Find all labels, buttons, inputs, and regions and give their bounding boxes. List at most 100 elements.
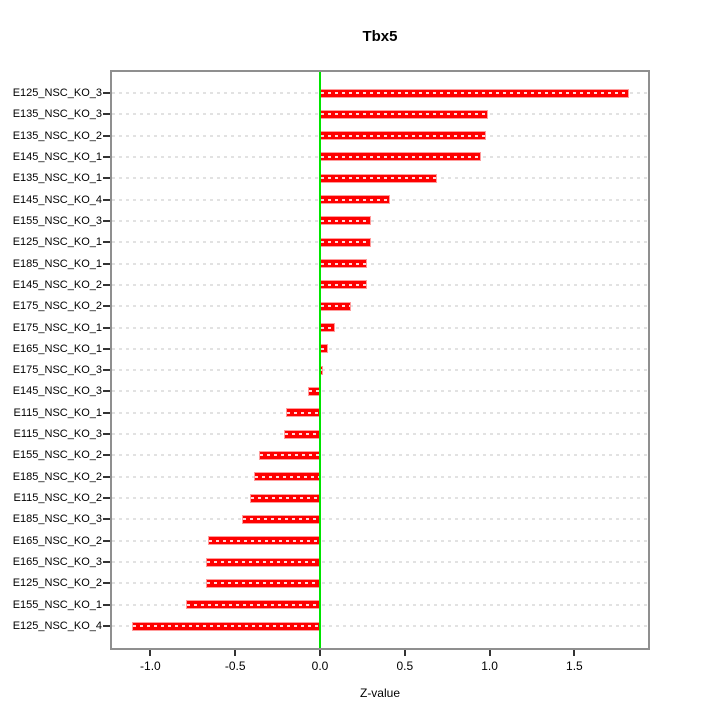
gridline	[112, 262, 648, 265]
y-axis-tick	[103, 219, 110, 222]
y-axis-label: E125_NSC_KO_2	[12, 577, 102, 590]
x-axis-tick	[573, 650, 576, 656]
gridline	[112, 411, 648, 414]
y-axis-tick	[103, 603, 110, 606]
y-axis-label: E145_NSC_KO_2	[12, 278, 102, 291]
y-axis-label: E125_NSC_KO_4	[12, 620, 102, 632]
y-axis-tick	[103, 625, 110, 627]
bar-dash-overlay	[321, 155, 481, 158]
bar-dash-overlay	[285, 433, 319, 436]
bar	[320, 259, 368, 269]
y-axis-tick	[103, 113, 110, 116]
y-axis-tick	[103, 347, 110, 350]
bar-dash-overlay	[309, 390, 319, 393]
y-axis-tick	[103, 305, 110, 308]
x-axis-title: Z-value	[359, 686, 400, 700]
gridline	[112, 241, 648, 244]
gridline	[112, 603, 648, 606]
bar	[186, 600, 320, 610]
gridline	[112, 625, 648, 627]
y-axis-label: E125_NSC_KO_3	[12, 87, 102, 99]
bar-dash-overlay	[259, 454, 319, 457]
bar-dash-overlay	[321, 177, 437, 180]
y-axis-tick	[103, 475, 110, 478]
y-axis-label: E165_NSC_KO_3	[12, 556, 102, 569]
bar-dash-overlay	[207, 561, 319, 564]
x-axis-tick	[488, 650, 491, 656]
y-axis-label: E115_NSC_KO_3	[13, 428, 102, 441]
y-axis-label: E175_NSC_KO_1	[12, 321, 102, 334]
y-axis-tick	[103, 433, 110, 436]
y-axis-tick	[103, 561, 110, 564]
y-axis-tick	[103, 198, 110, 201]
gridline	[112, 326, 648, 329]
bar-dash-overlay	[132, 625, 319, 627]
y-axis-tick	[103, 262, 110, 265]
x-axis-tick	[403, 650, 406, 656]
y-axis-tick	[103, 497, 110, 500]
y-axis-tick	[103, 326, 110, 329]
gridline	[112, 433, 648, 436]
y-axis-label: E165_NSC_KO_2	[12, 534, 102, 547]
bar	[320, 301, 351, 311]
y-axis-tick	[103, 454, 110, 457]
gridline	[112, 582, 648, 585]
y-axis-label: E135_NSC_KO_1	[12, 172, 102, 185]
bar	[284, 429, 320, 439]
bar	[206, 578, 320, 588]
x-axis-tick	[234, 650, 237, 656]
bar-dash-overlay	[187, 603, 319, 606]
bar-dash-overlay	[321, 305, 350, 308]
plot-area: Z-value E125_NSC_KO_3 E135_NSC_KO_3 E135_N…	[13, 70, 650, 700]
y-axis-label: E155_NSC_KO_3	[12, 214, 102, 227]
bar	[286, 408, 320, 418]
bar	[320, 109, 488, 119]
gridline	[112, 283, 648, 286]
x-axis-tick-label: 1.5	[566, 659, 583, 673]
gridline	[112, 454, 648, 457]
bar-dash-overlay	[321, 326, 335, 329]
y-axis-tick	[103, 155, 110, 158]
bar	[258, 450, 320, 460]
bar-dash-overlay	[251, 497, 319, 500]
bar	[320, 195, 390, 205]
y-axis-label: E115_NSC_KO_2	[13, 492, 102, 505]
bar-dash-overlay	[207, 582, 319, 585]
x-axis-tick-label: 0.5	[396, 659, 414, 673]
gridline	[112, 390, 648, 393]
bar-dash-overlay	[321, 241, 370, 244]
y-axis-tick	[103, 241, 110, 244]
bar-dash-overlay	[209, 539, 319, 542]
bar	[131, 621, 320, 631]
x-axis-tick-label: -1.0	[140, 659, 161, 673]
y-axis-label: E155_NSC_KO_2	[12, 449, 102, 462]
y-axis-label: E175_NSC_KO_3	[12, 364, 102, 377]
bar-dash-overlay	[321, 219, 370, 222]
y-axis-label: E145_NSC_KO_1	[12, 150, 102, 163]
bar	[320, 173, 438, 183]
bar	[320, 280, 368, 290]
bar	[241, 514, 320, 524]
gridline	[112, 518, 648, 521]
bar-dash-overlay	[254, 475, 319, 478]
bar-dash-overlay	[321, 262, 367, 265]
x-axis-tick	[149, 650, 152, 656]
bar	[320, 237, 371, 247]
x-axis-tick-label: 1.0	[481, 659, 498, 673]
y-axis-tick	[103, 539, 110, 542]
gridline	[112, 347, 648, 350]
bar	[320, 216, 371, 226]
gridline	[112, 497, 648, 500]
gridline	[112, 539, 648, 542]
bar-dash-overlay	[287, 411, 319, 414]
bar	[206, 557, 320, 567]
chart-title: Tbx5	[362, 28, 398, 45]
bar	[320, 88, 629, 98]
y-axis-tick	[103, 369, 110, 372]
bar	[320, 152, 482, 162]
y-axis-label: E135_NSC_KO_2	[12, 129, 102, 142]
bar	[253, 472, 320, 482]
bar-dash-overlay	[321, 92, 628, 94]
gridline	[112, 305, 648, 308]
